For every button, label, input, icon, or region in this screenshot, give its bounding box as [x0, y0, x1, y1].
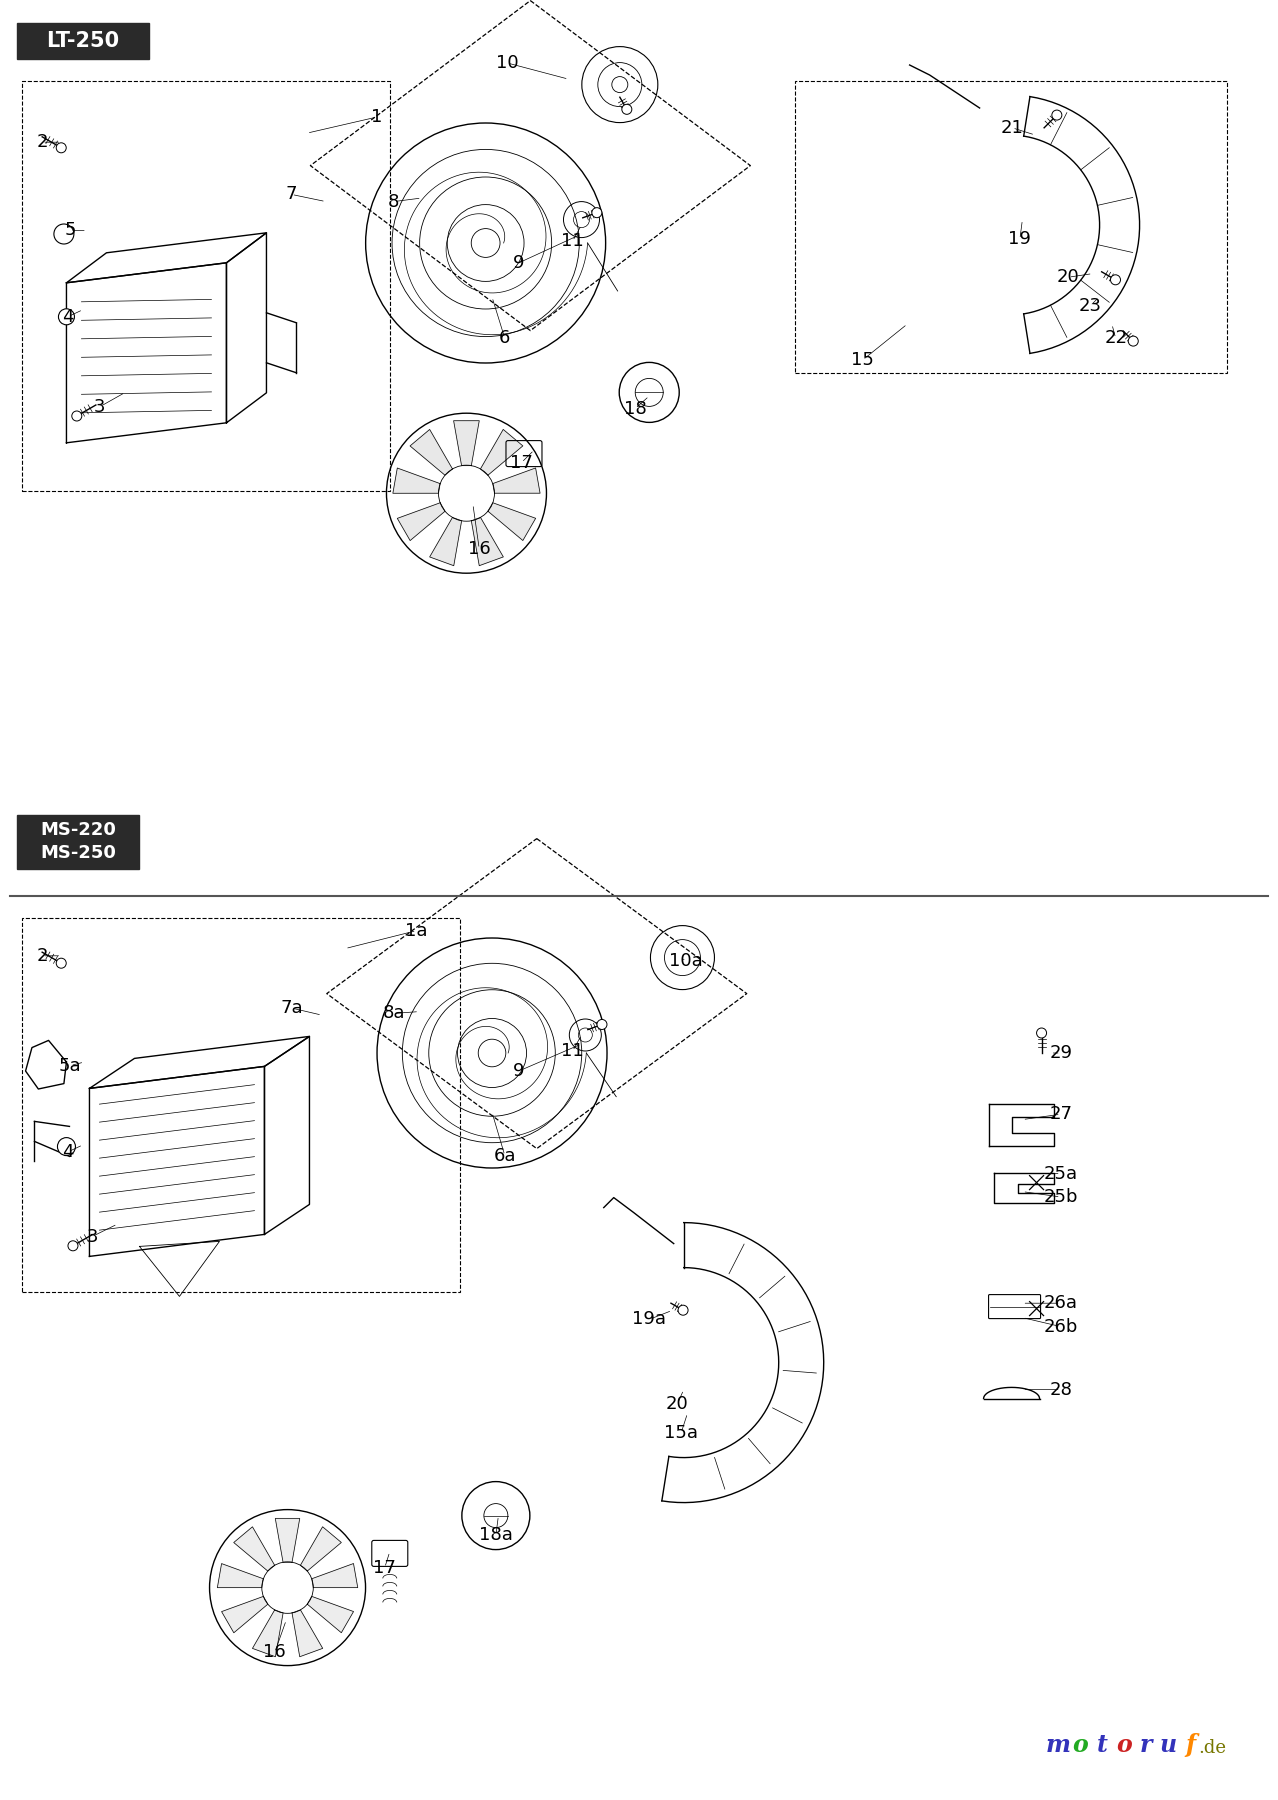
- Text: 19: 19: [1008, 230, 1031, 248]
- Text: 3: 3: [95, 398, 105, 416]
- Text: 28: 28: [1049, 1381, 1072, 1399]
- Polygon shape: [493, 468, 541, 493]
- Polygon shape: [234, 1526, 275, 1571]
- Text: 16: 16: [468, 540, 491, 558]
- Polygon shape: [488, 502, 535, 540]
- Bar: [795, 81, 1227, 373]
- Circle shape: [72, 410, 82, 421]
- FancyBboxPatch shape: [17, 815, 139, 869]
- Text: 18a: 18a: [479, 1526, 512, 1544]
- Circle shape: [54, 223, 74, 245]
- FancyBboxPatch shape: [17, 23, 150, 59]
- Circle shape: [592, 207, 602, 218]
- Circle shape: [1052, 110, 1062, 121]
- Text: 26b: 26b: [1044, 1318, 1077, 1336]
- Text: 1a: 1a: [405, 922, 428, 940]
- Polygon shape: [217, 1564, 263, 1588]
- Text: 21: 21: [1001, 119, 1024, 137]
- Text: 17: 17: [373, 1559, 396, 1577]
- Text: 5a: 5a: [59, 1057, 82, 1075]
- Circle shape: [56, 958, 66, 968]
- Polygon shape: [472, 517, 504, 565]
- Polygon shape: [253, 1609, 284, 1656]
- Text: 23: 23: [1079, 297, 1102, 315]
- Text: 20: 20: [1057, 268, 1080, 286]
- Circle shape: [1111, 275, 1121, 284]
- Text: f: f: [1185, 1733, 1195, 1757]
- Text: 7: 7: [286, 185, 296, 203]
- Circle shape: [622, 104, 631, 115]
- Text: 10a: 10a: [670, 952, 703, 970]
- Text: 7a: 7a: [280, 999, 303, 1017]
- Text: 26a: 26a: [1044, 1294, 1077, 1312]
- Polygon shape: [429, 517, 461, 565]
- Text: o: o: [1072, 1733, 1088, 1757]
- Polygon shape: [291, 1609, 323, 1656]
- Text: 11: 11: [561, 1042, 584, 1060]
- Text: 8a: 8a: [382, 1004, 405, 1022]
- Text: m: m: [1045, 1733, 1071, 1757]
- Text: LT-250: LT-250: [46, 31, 120, 50]
- Text: t: t: [1097, 1733, 1108, 1757]
- Text: o: o: [1116, 1733, 1132, 1757]
- Circle shape: [59, 310, 74, 324]
- Circle shape: [1036, 1028, 1047, 1039]
- Polygon shape: [454, 421, 479, 466]
- Polygon shape: [275, 1519, 300, 1562]
- Text: 8: 8: [389, 193, 399, 211]
- Polygon shape: [312, 1564, 358, 1588]
- Bar: [22, 918, 460, 1292]
- Circle shape: [1128, 337, 1139, 346]
- Text: 5: 5: [65, 221, 75, 239]
- Text: MS-220: MS-220: [40, 821, 116, 839]
- Bar: [22, 81, 390, 491]
- Text: 2: 2: [37, 947, 47, 965]
- Polygon shape: [221, 1597, 268, 1633]
- Circle shape: [68, 1240, 78, 1251]
- Circle shape: [679, 1305, 688, 1316]
- Circle shape: [597, 1019, 607, 1030]
- Text: 27: 27: [1049, 1105, 1072, 1123]
- Text: 15: 15: [851, 351, 874, 369]
- Text: .de: .de: [1199, 1739, 1226, 1757]
- Text: MS-250: MS-250: [40, 844, 116, 862]
- Polygon shape: [392, 468, 440, 493]
- Text: 4: 4: [63, 308, 73, 326]
- Polygon shape: [397, 502, 445, 540]
- Polygon shape: [481, 430, 523, 475]
- Text: 6a: 6a: [493, 1147, 516, 1165]
- Text: 18: 18: [624, 400, 647, 418]
- Text: r: r: [1140, 1733, 1153, 1757]
- Text: 3: 3: [87, 1228, 97, 1246]
- Text: 20: 20: [666, 1395, 689, 1413]
- Text: 10: 10: [496, 54, 519, 72]
- Text: 25b: 25b: [1044, 1188, 1077, 1206]
- Text: 15a: 15a: [665, 1424, 698, 1442]
- Polygon shape: [307, 1597, 354, 1633]
- Text: 6: 6: [500, 329, 510, 347]
- Text: 11: 11: [561, 232, 584, 250]
- Polygon shape: [410, 430, 452, 475]
- Polygon shape: [300, 1526, 341, 1571]
- Text: 17: 17: [510, 454, 533, 472]
- Text: u: u: [1159, 1733, 1177, 1757]
- Text: 16: 16: [263, 1643, 286, 1661]
- Text: 9: 9: [514, 1062, 524, 1080]
- Circle shape: [56, 142, 66, 153]
- Text: 9: 9: [514, 254, 524, 272]
- Text: 1: 1: [372, 108, 382, 126]
- Text: 19a: 19a: [633, 1310, 666, 1328]
- Text: 2: 2: [37, 133, 47, 151]
- Circle shape: [58, 1138, 75, 1156]
- Text: 4: 4: [63, 1143, 73, 1161]
- Text: 29: 29: [1049, 1044, 1072, 1062]
- Text: 22: 22: [1104, 329, 1127, 347]
- Text: 25a: 25a: [1044, 1165, 1077, 1183]
